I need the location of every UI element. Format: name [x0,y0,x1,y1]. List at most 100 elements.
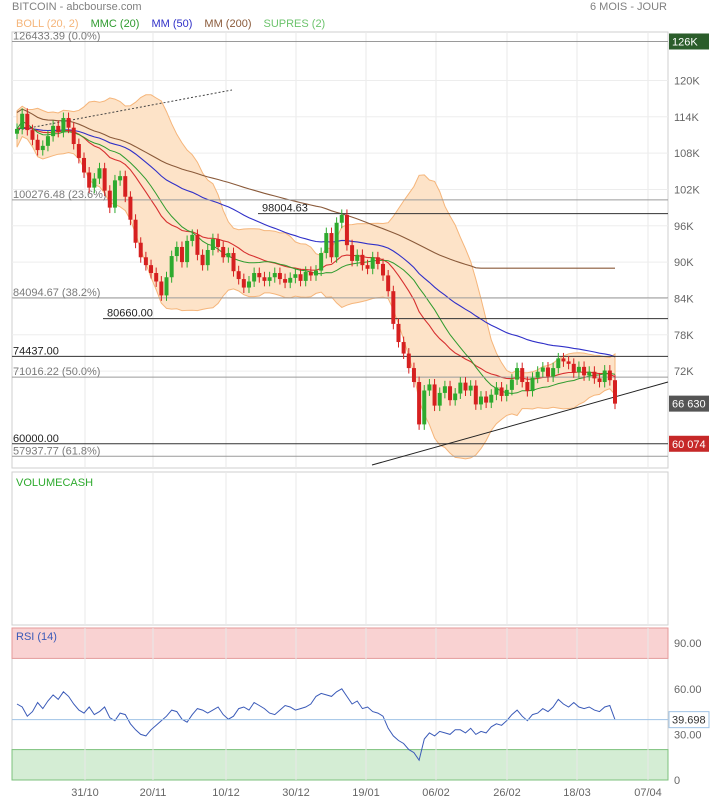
candle-body [571,363,576,373]
candle-body [592,371,597,379]
candle-body [448,386,453,401]
date-tick-label: 18/03 [563,787,591,799]
candle-body [61,117,66,132]
candle-body [437,392,442,406]
candle-body [112,180,117,208]
candle-body [339,214,344,223]
level-label: 57937.77 (61.8%) [13,445,100,457]
dotted-trendline [17,89,233,131]
candle-body [293,274,298,278]
candle-body [453,393,458,401]
price-tick-label: 72K [674,366,694,378]
candle-body [30,130,35,140]
price-tick-label: 78K [674,330,694,342]
candle-body [391,291,396,324]
candle-body [174,246,179,257]
panel-frame-1 [11,471,669,626]
date-tick-label: 31/10 [71,787,99,799]
candle-body [246,281,251,288]
candle-body [82,157,87,173]
candle-body [128,196,133,220]
candle-body [494,387,499,395]
candle-body [582,366,587,376]
candle-body [226,253,231,258]
legend-boll: BOLL (20, 2) [16,18,79,30]
candle-body [45,136,50,146]
candle-body [164,277,169,296]
candle-body [25,113,30,131]
candle-body [102,168,107,191]
candle-body [587,371,592,376]
rsi-current-tag [668,711,710,729]
candle-body [159,281,164,296]
candle-body [314,270,318,276]
level-label: 84094.67 (38.2%) [13,287,100,299]
candle-body [267,277,272,281]
last-price-tag [669,395,709,412]
candle-body [133,219,138,243]
candle-body [262,277,267,281]
level-label: 98004.63 [262,203,308,215]
candle-body [463,382,468,391]
candle-body [499,387,504,396]
candle-body [442,386,447,393]
rsi-overbought-zone [11,627,669,659]
candle-body [221,246,226,258]
rsi-current-label: 39.698 [672,715,706,727]
candle-body [489,394,494,403]
candle-body [417,382,422,425]
candle-body [190,234,195,241]
rsi-tick-label: 0 [674,775,680,787]
price-tick-label: 90K [674,257,694,269]
candle-body [288,277,293,283]
candle-body [56,125,61,132]
rsi-tick-label: 90.00 [674,638,702,650]
candle-body [530,377,535,392]
candle-body [355,254,360,261]
date-tick-label: 26/02 [493,787,521,799]
candle-body [87,172,92,188]
candle-body [422,390,427,425]
level-label: 60000.00 [13,433,59,445]
candle-body [216,239,221,247]
axis-tag [669,435,709,452]
candle-body [154,273,159,282]
price-tick-label: 114K [674,112,700,124]
candle-body [365,265,370,269]
support-trendline [371,381,669,466]
rsi-line [16,688,616,762]
candle-body [76,144,81,158]
axis-tag-label: 60 074 [672,439,706,451]
candle-body [210,239,215,250]
candle-body [432,384,437,406]
date-tick-label: 20/11 [140,787,167,799]
candle-body [613,380,617,404]
level-label: 74437.00 [13,345,59,357]
candle-body [107,190,112,208]
candle-body [231,253,236,272]
candle-body [20,113,25,129]
candle-body [143,257,148,266]
candle-body [283,279,288,283]
candle-body [15,128,19,134]
candle-body [334,222,339,258]
candle-body [458,382,463,394]
candle-body [478,396,483,405]
candle-body [381,263,386,276]
volume-panel-label: VOLUMECASH [16,477,94,489]
candle-body [396,323,401,343]
date-tick-label: 06/02 [422,787,450,799]
candle-body [540,367,545,372]
level-label: 71016.22 (50.0%) [13,366,100,378]
legend-mmc: MMC (20) [90,18,140,30]
candle-body [386,275,391,292]
candle-body [97,168,102,179]
candle-body [236,271,241,280]
candle-body [468,385,473,391]
price-tick-label: 120K [674,75,700,87]
candle-body [504,389,509,396]
candle-body [411,368,416,383]
candle-body [51,125,56,137]
header-symbol: BITCOIN - abcbourse.com [12,1,142,13]
candle-body [401,342,406,354]
